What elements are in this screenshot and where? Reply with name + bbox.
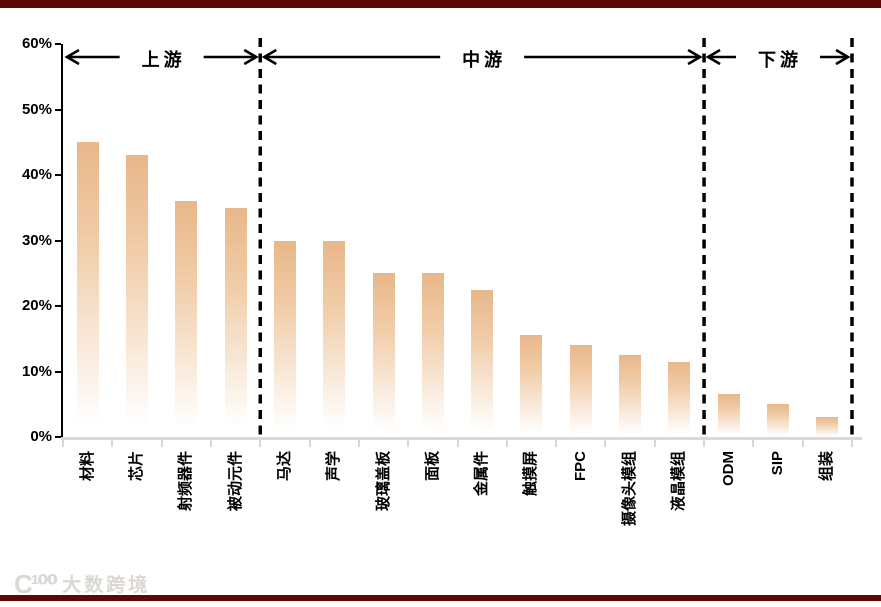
bar (125, 155, 148, 437)
y-axis-tick (55, 174, 61, 176)
watermark: C¹⁰⁰ 大数跨境 (14, 570, 150, 597)
y-axis-tick (55, 370, 61, 373)
x-axis-tick (801, 440, 804, 447)
x-axis-tick (604, 440, 607, 447)
arrow-right-icon (835, 48, 851, 66)
bar (421, 273, 444, 437)
y-axis-tick (55, 305, 61, 307)
x-axis-tick (308, 440, 311, 447)
x-axis-tick (555, 440, 558, 447)
bar (520, 335, 543, 437)
y-axis-label: 40% (21, 166, 52, 183)
arrow-right-icon (243, 48, 259, 66)
bar (816, 417, 839, 437)
arrow-right-icon (687, 48, 703, 66)
x-axis-tick (209, 440, 212, 447)
x-axis-tick (505, 440, 508, 447)
y-axis-tick (55, 436, 61, 438)
bar (471, 289, 494, 437)
zone-label: 中游 (462, 50, 507, 70)
watermark-logo-icon: C¹⁰⁰ (14, 568, 58, 599)
bar (175, 201, 198, 437)
y-axis-tick (55, 108, 61, 111)
bar (273, 240, 296, 437)
bottom-border-bar (0, 595, 881, 601)
y-axis-label: 50% (21, 100, 52, 118)
watermark-text: 大数跨境 (62, 575, 151, 596)
bar (76, 142, 99, 437)
bar (619, 355, 642, 437)
zone-label: 上游 (141, 50, 186, 70)
bar (668, 361, 691, 437)
y-axis-tick (55, 43, 61, 45)
y-axis-label: 20% (21, 297, 52, 314)
y-axis-label: 10% (21, 362, 52, 380)
x-axis-tick (752, 440, 755, 447)
top-border-bar (0, 0, 881, 8)
arrow-left-icon (261, 48, 277, 66)
y-axis (61, 44, 63, 440)
x-axis-tick (407, 440, 410, 447)
bar (372, 273, 395, 437)
x-axis-tick (160, 440, 163, 447)
x-axis-line (61, 437, 862, 440)
arrow-left-icon (64, 48, 80, 66)
x-axis-tick (703, 440, 706, 447)
arrow-left-icon (705, 48, 721, 66)
x-axis-tick (851, 440, 853, 447)
x-axis-tick (456, 440, 459, 447)
y-axis-label: 0% (30, 428, 52, 445)
y-axis-tick (55, 239, 61, 242)
y-axis-label: 60% (21, 35, 52, 52)
zone-label: 下游 (758, 50, 803, 70)
x-axis-tick (357, 440, 360, 447)
y-axis-label: 30% (21, 231, 52, 249)
bar (767, 404, 790, 437)
x-axis-tick (259, 440, 262, 447)
bar (717, 394, 740, 437)
bar (224, 207, 247, 437)
x-axis-tick (62, 440, 64, 447)
x-axis-tick (653, 440, 656, 447)
bar (569, 345, 592, 437)
x-axis-tick (111, 440, 114, 447)
bar (323, 240, 346, 437)
